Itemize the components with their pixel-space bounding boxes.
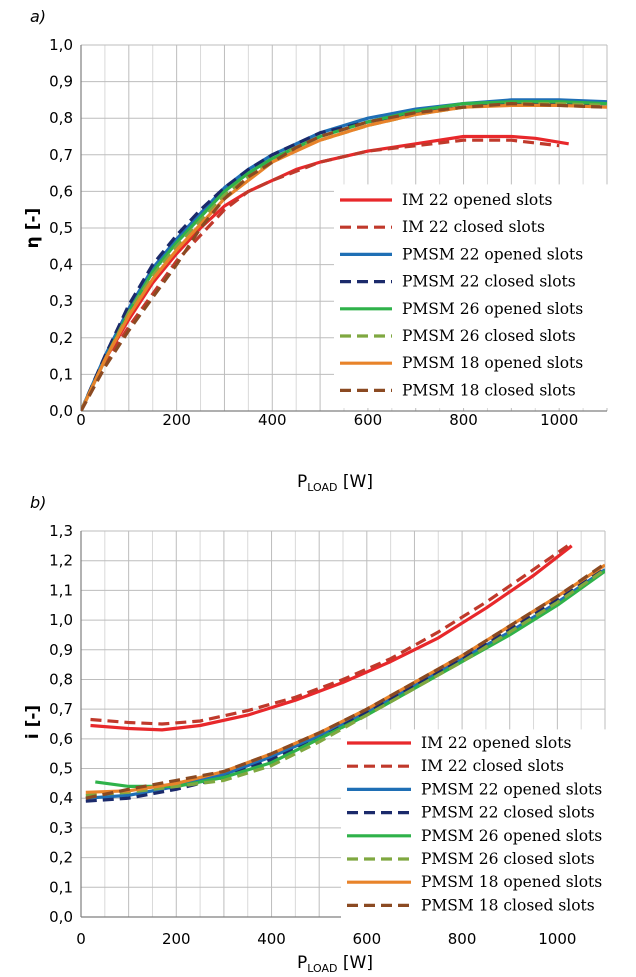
y-tick-label: 0,4 (49, 789, 73, 807)
legend-label: PMSM 26 closed slots (421, 850, 595, 868)
legend-box (334, 184, 612, 408)
series-line (90, 544, 573, 732)
series-group (81, 98, 607, 411)
panel-label: b) (30, 493, 46, 512)
legend-label: IM 22 opened slots (402, 191, 552, 209)
y-tick-label: 0,2 (49, 849, 73, 867)
legend: IM 22 opened slots IM 22 closed slots PMSM… (334, 184, 612, 408)
y-axis-title: i [-] (23, 705, 43, 739)
y-tick-label: 0,3 (49, 292, 73, 310)
legend-label: PMSM 18 closed slots (402, 381, 576, 399)
y-tick-label: 0,5 (49, 219, 73, 237)
y-tick-label: 1,1 (49, 581, 73, 599)
x-tick-label: 1000 (538, 930, 576, 948)
legend-label: PMSM 22 opened slots (421, 780, 602, 798)
x-tick-label: 600 (354, 411, 383, 429)
y-tick-label: 1,3 (49, 522, 73, 540)
legend: IM 22 opened slots IM 22 closed slots PMSM… (341, 729, 619, 921)
y-tick-label: 0,6 (49, 182, 73, 200)
y-tick-label: 0,6 (49, 730, 73, 748)
legend-label: PMSM 22 opened slots (402, 245, 583, 263)
y-tick-label: 0,0 (49, 402, 73, 420)
legend-label: PMSM 26 closed slots (402, 327, 576, 345)
y-axis-title: η [-] (23, 208, 43, 249)
panel-label: a) (30, 7, 46, 26)
y-tick-label: 0,9 (49, 641, 73, 659)
series-group (85, 541, 605, 803)
series-line (95, 569, 605, 788)
y-tick-label: 1,0 (49, 36, 73, 54)
series-line (85, 563, 605, 794)
legend-label: PMSM 18 opened slots (421, 873, 602, 891)
y-tick-label: 0,8 (49, 670, 73, 688)
legend-label: PMSM 22 closed slots (421, 804, 595, 822)
x-tick-label: 600 (352, 930, 381, 948)
x-tick-label: 400 (258, 411, 287, 429)
x-tick-label: 200 (162, 411, 191, 429)
legend-label: PMSM 22 closed slots (402, 273, 576, 291)
y-tick-label: 0,5 (49, 760, 73, 778)
y-tick-label: 0,7 (49, 700, 73, 718)
x-tick-label: 1000 (540, 411, 578, 429)
legend-label: IM 22 opened slots (421, 734, 571, 752)
y-tick-label: 0,8 (49, 109, 73, 127)
series-line (90, 541, 573, 726)
legend-label: IM 22 closed slots (421, 757, 564, 775)
legend-box (341, 729, 619, 921)
legend-label: PMSM 18 opened slots (402, 354, 583, 372)
chart-panel-a: 0,0 0,1 0,2 0,3 0,4 0,5 0,6 0,7 0,8 0,9 1,0 0 200 400… (23, 7, 612, 494)
chart-panel-b: 0,0 0,1 0,2 0,3 0,4 0,5 0,6 0,7 0,8 0,9 1,0 1,1 1,2 1… (23, 493, 619, 975)
x-tick-label: 200 (162, 930, 191, 948)
y-tick-label: 0,2 (49, 329, 73, 347)
y-tick-label: 1,0 (49, 611, 73, 629)
y-tick-label: 0,7 (49, 146, 73, 164)
x-tick-label: 400 (257, 930, 286, 948)
series-line (81, 134, 569, 411)
legend-label: PMSM 26 opened slots (402, 300, 583, 318)
legend-label: PMSM 18 closed slots (421, 896, 595, 914)
x-tick-label: 0 (76, 930, 86, 948)
y-tick-label: 0,3 (49, 819, 73, 837)
y-tick-label: 1,2 (49, 552, 73, 570)
x-tick-label: 0 (76, 411, 86, 429)
series-line (81, 138, 560, 411)
x-axis-title: PLOAD [W] (297, 953, 373, 973)
y-tick-label: 0,1 (49, 878, 73, 896)
series-line (81, 102, 607, 411)
legend-label: PMSM 26 opened slots (421, 827, 602, 845)
legend-label: IM 22 closed slots (402, 218, 545, 236)
y-tick-label: 0,0 (49, 908, 73, 926)
series-line (81, 102, 607, 411)
y-tick-label: 0,4 (49, 256, 73, 274)
y-tick-label: 0,9 (49, 73, 73, 91)
x-tick-label: 800 (449, 411, 478, 429)
x-tick-label: 800 (448, 930, 477, 948)
x-axis-title: PLOAD [W] (297, 472, 373, 494)
y-tick-label: 0,1 (49, 365, 73, 383)
